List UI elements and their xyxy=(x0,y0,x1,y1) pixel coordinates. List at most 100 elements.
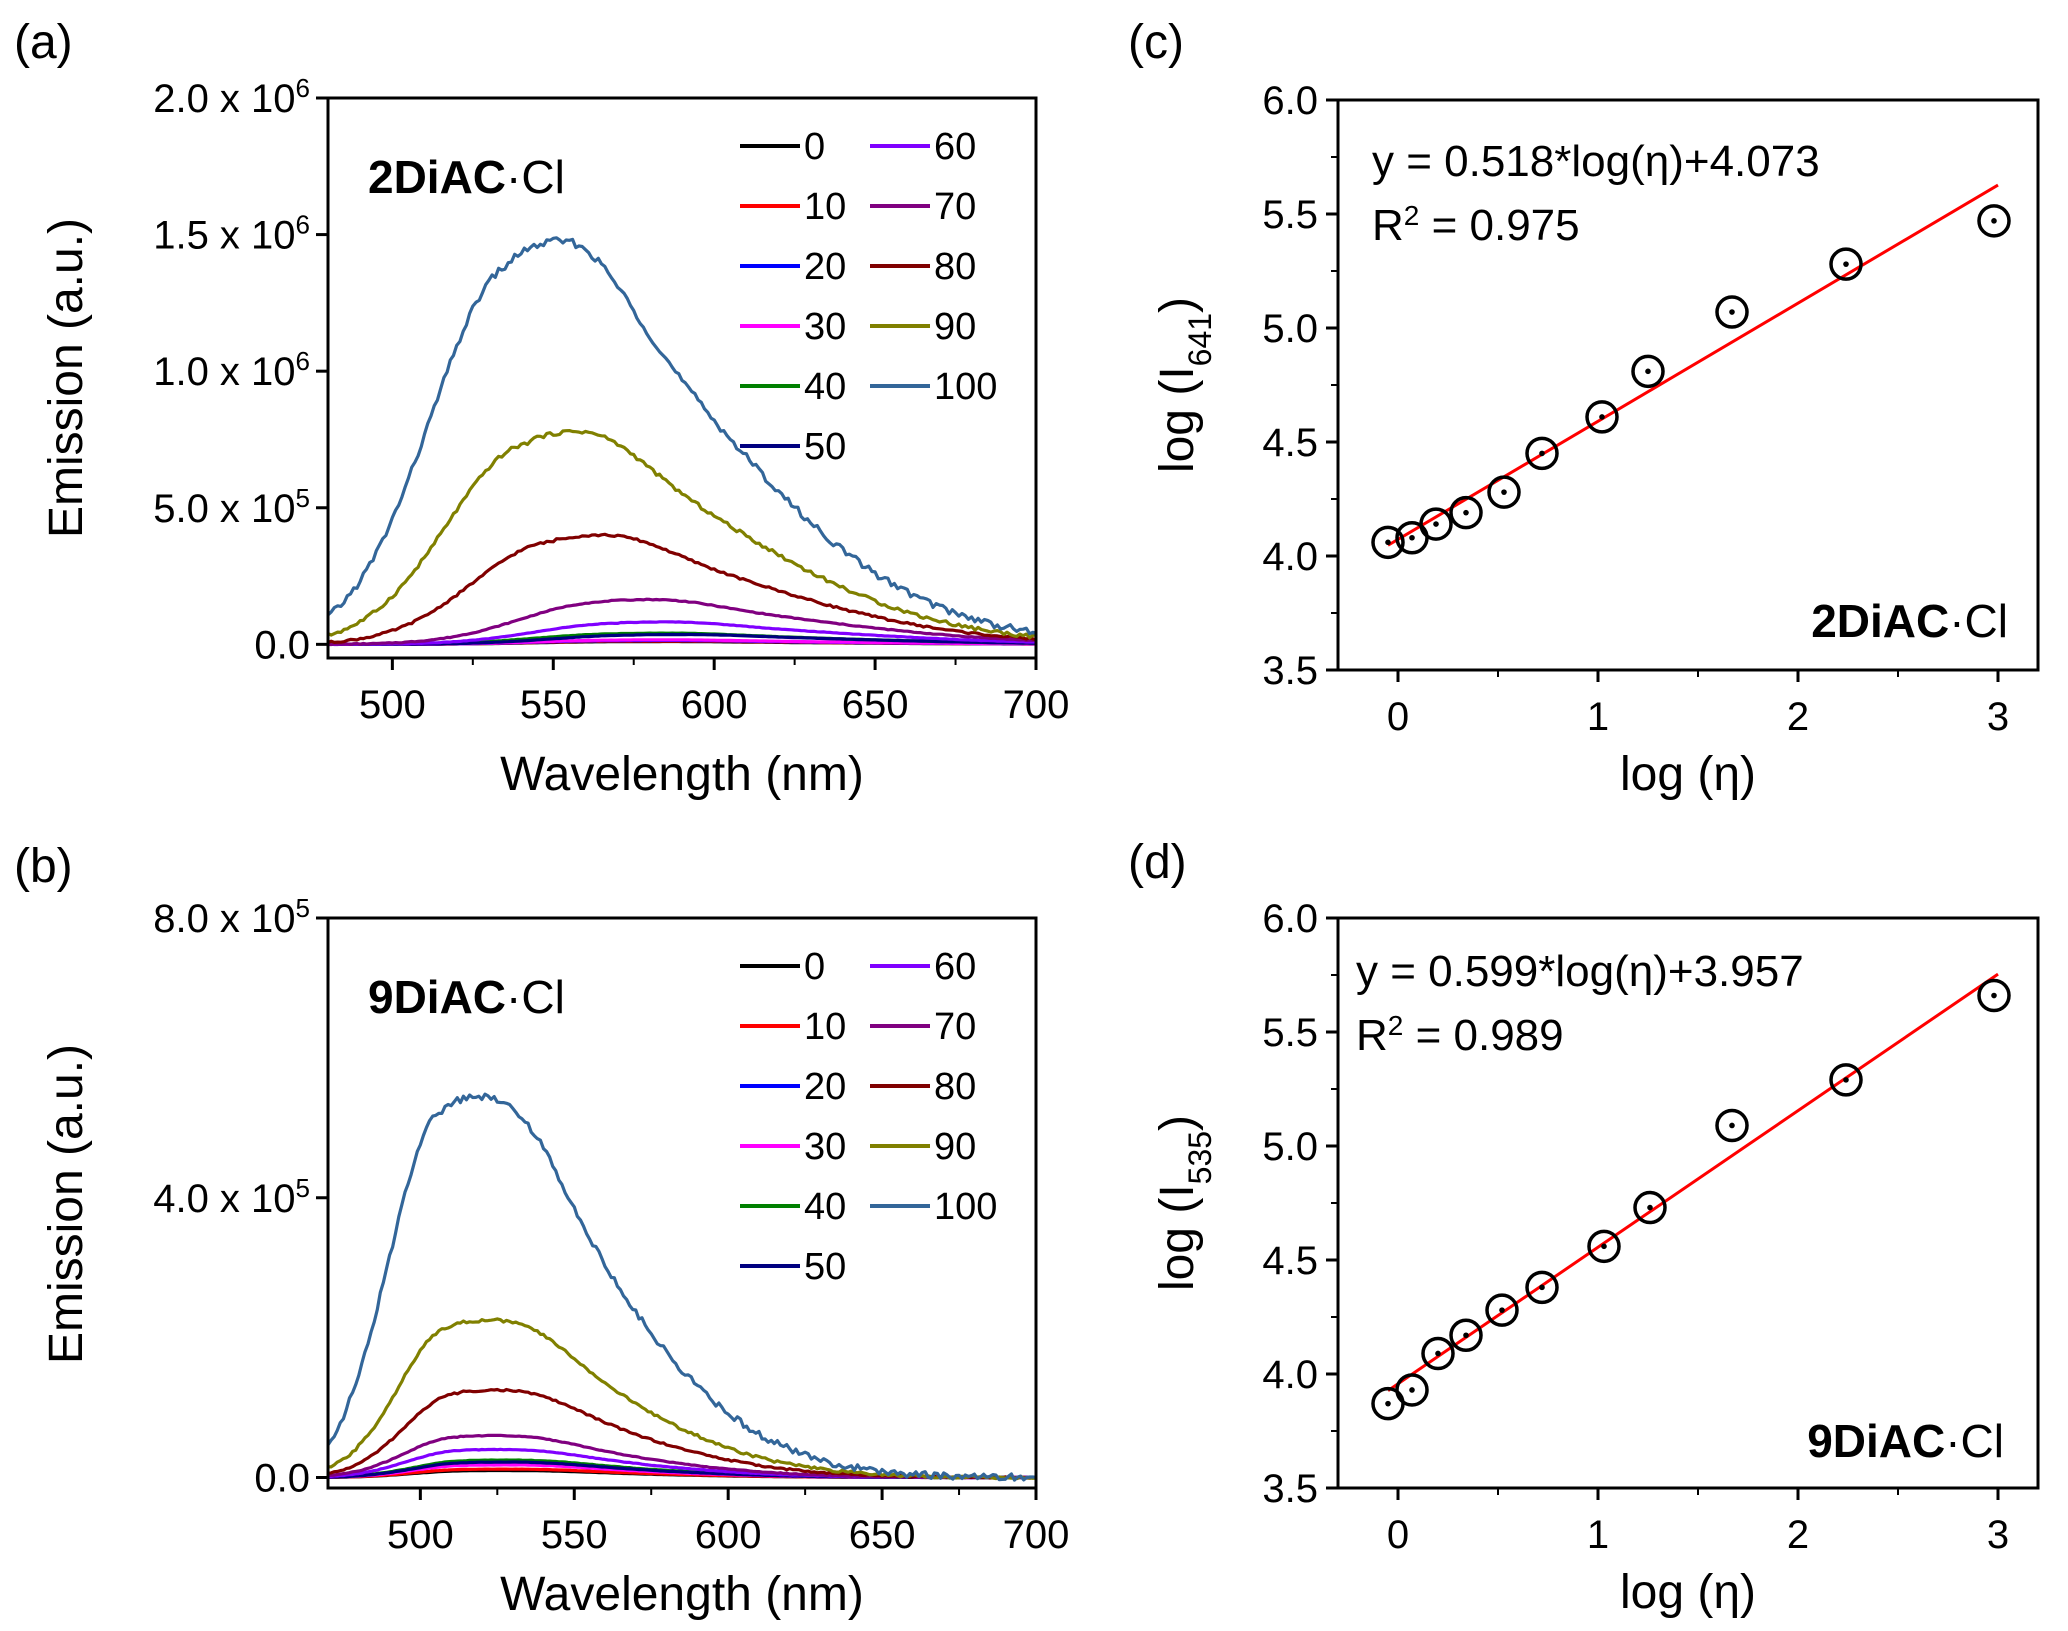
panel-b-x-ticks: 500 550 600 650 700 xyxy=(387,1488,1069,1557)
x-tick-label: 2 xyxy=(1787,695,1809,739)
y-tick-label: 0.0 xyxy=(254,623,310,667)
legend-label-0: 0 xyxy=(804,126,825,168)
x-tick-label: 1 xyxy=(1587,695,1609,739)
y-tick-exponent: 6 xyxy=(296,73,310,103)
y-tick-label: 5.5 xyxy=(1262,193,1318,237)
data-point-2 xyxy=(1421,1336,1455,1371)
y-tick-label: 1.5 x 106 xyxy=(153,210,310,258)
y-tick-base: 8.0 x 10 xyxy=(153,897,295,941)
panel-c-r2-exponent: 2 xyxy=(1404,200,1420,231)
panel-c: (c) 0 1 2 3 3.5 4.0 4.5 5.0 5.5 6.0 log (η) log … xyxy=(1128,16,2040,801)
legend-label-90: 90 xyxy=(934,1126,976,1168)
legend-label-50: 50 xyxy=(804,1246,846,1288)
y-tick-label: 6.0 xyxy=(1262,897,1318,941)
legend-label-80: 80 xyxy=(934,1066,976,1108)
panel-d-compound-bold: 9DiAC xyxy=(1807,1415,1945,1467)
legend-label-40: 40 xyxy=(804,1186,846,1228)
panel-b-curves xyxy=(326,1092,1037,1482)
legend-label-70: 70 xyxy=(934,186,976,228)
x-tick-label: 2 xyxy=(1787,1513,1809,1557)
data-point-center-9 xyxy=(1843,1077,1849,1083)
data-point-center-3 xyxy=(1463,1332,1469,1339)
data-point-2 xyxy=(1419,507,1453,541)
panel-c-compound-bold: 2DiAC xyxy=(1811,595,1949,647)
panel-a-curves xyxy=(326,236,1037,647)
y-tick-exponent: 6 xyxy=(296,346,310,376)
legend-label-80: 80 xyxy=(934,246,976,288)
panel-d-plot-frame xyxy=(1336,916,2040,1490)
panel-d-fit-equation: y = 0.599*log(η)+3.957 xyxy=(1356,947,1804,996)
panel-d-data xyxy=(1371,972,2011,1421)
x-tick-label: 500 xyxy=(387,1513,454,1557)
data-point-7 xyxy=(1631,354,1665,389)
series-60-line xyxy=(327,620,1037,647)
y-tick-base: 0.0 xyxy=(254,623,310,667)
panel-label-a: (a) xyxy=(14,16,73,69)
x-tick-label: 650 xyxy=(842,683,909,727)
legend-label-30: 30 xyxy=(804,1126,846,1168)
y-tick-base: 4.0 x 10 xyxy=(153,1177,295,1221)
x-tick-label: 600 xyxy=(695,1513,762,1557)
data-point-center-2 xyxy=(1435,1350,1441,1357)
legend-label-60: 60 xyxy=(934,946,976,988)
x-tick-label: 500 xyxy=(359,683,426,727)
data-point-center-5 xyxy=(1539,1284,1545,1291)
panel-d-y-title-end: ) xyxy=(1151,1115,1204,1131)
panel-c-r2-prefix: R xyxy=(1372,201,1404,250)
panel-c-compound-label: 2DiAC·Cl xyxy=(1811,595,2008,647)
y-tick-label: 5.0 x 105 xyxy=(153,483,310,531)
panel-d-r2-prefix: R xyxy=(1356,1011,1388,1060)
y-tick-label: 4.0 xyxy=(1262,535,1318,579)
data-point-center-7 xyxy=(1645,368,1651,375)
panel-c-fit-equation: y = 0.518*log(η)+4.073 xyxy=(1372,137,1820,186)
data-point-8 xyxy=(1715,1108,1749,1143)
legend-label-40: 40 xyxy=(804,366,846,408)
panel-b-x-axis-title: Wavelength (nm) xyxy=(500,1568,864,1621)
panel-c-r2-value: = 0.975 xyxy=(1419,201,1579,250)
x-tick-label: 1 xyxy=(1587,1513,1609,1557)
x-tick-label: 0 xyxy=(1387,1513,1409,1557)
y-tick-base: 1.5 x 10 xyxy=(153,214,295,258)
data-point-center-2 xyxy=(1433,521,1439,527)
data-point-10 xyxy=(1977,204,2011,238)
panel-c-y-axis-title: log (I641) xyxy=(1151,297,1218,473)
panel-d-r2-value: = 0.989 xyxy=(1403,1011,1563,1060)
legend-label-60: 60 xyxy=(934,126,976,168)
panel-a-y-axis-title: Emission (a.u.) xyxy=(40,218,93,538)
panel-a-compound-label: 2DiAC·Cl xyxy=(368,151,565,203)
panel-d-compound-rest: ·Cl xyxy=(1945,1415,2004,1467)
panel-d-y-title-subscript: 535 xyxy=(1182,1131,1218,1184)
x-tick-label: 550 xyxy=(520,683,587,727)
data-point-6 xyxy=(1587,1229,1621,1264)
series-50-line xyxy=(328,632,1036,646)
legend-label-10: 10 xyxy=(804,1006,846,1048)
data-point-center-6 xyxy=(1601,1243,1607,1250)
data-point-center-10 xyxy=(1991,218,1997,224)
x-tick-label: 650 xyxy=(849,1513,916,1557)
panel-b-compound-rest: ·Cl xyxy=(506,971,565,1023)
panel-c-y-ticks: 3.5 4.0 4.5 5.0 5.5 6.0 xyxy=(1262,79,1338,693)
data-point-center-8 xyxy=(1729,309,1735,315)
x-tick-label: 550 xyxy=(541,1513,608,1557)
data-point-center-0 xyxy=(1385,1400,1391,1407)
data-point-5 xyxy=(1525,1270,1559,1305)
panel-label-b: (b) xyxy=(14,840,73,893)
legend-label-70: 70 xyxy=(934,1006,976,1048)
panel-b-compound-bold: 9DiAC xyxy=(368,971,506,1023)
panel-c-y-title-main: log (I xyxy=(1151,366,1204,473)
panel-a-compound-rest: ·Cl xyxy=(506,151,565,203)
panel-a-x-ticks: 500 550 600 650 700 xyxy=(359,658,1069,727)
panel-label-c: (c) xyxy=(1128,16,1184,69)
panel-c-y-title-subscript: 641 xyxy=(1182,313,1218,366)
data-point-center-4 xyxy=(1499,1307,1505,1313)
y-tick-label: 4.5 xyxy=(1262,421,1318,465)
x-tick-label: 600 xyxy=(681,683,748,727)
x-tick-label: 700 xyxy=(1003,683,1070,727)
panel-a-compound-bold: 2DiAC xyxy=(368,151,506,203)
y-tick-base: 5.0 x 10 xyxy=(153,487,295,531)
data-point-0 xyxy=(1371,525,1405,560)
